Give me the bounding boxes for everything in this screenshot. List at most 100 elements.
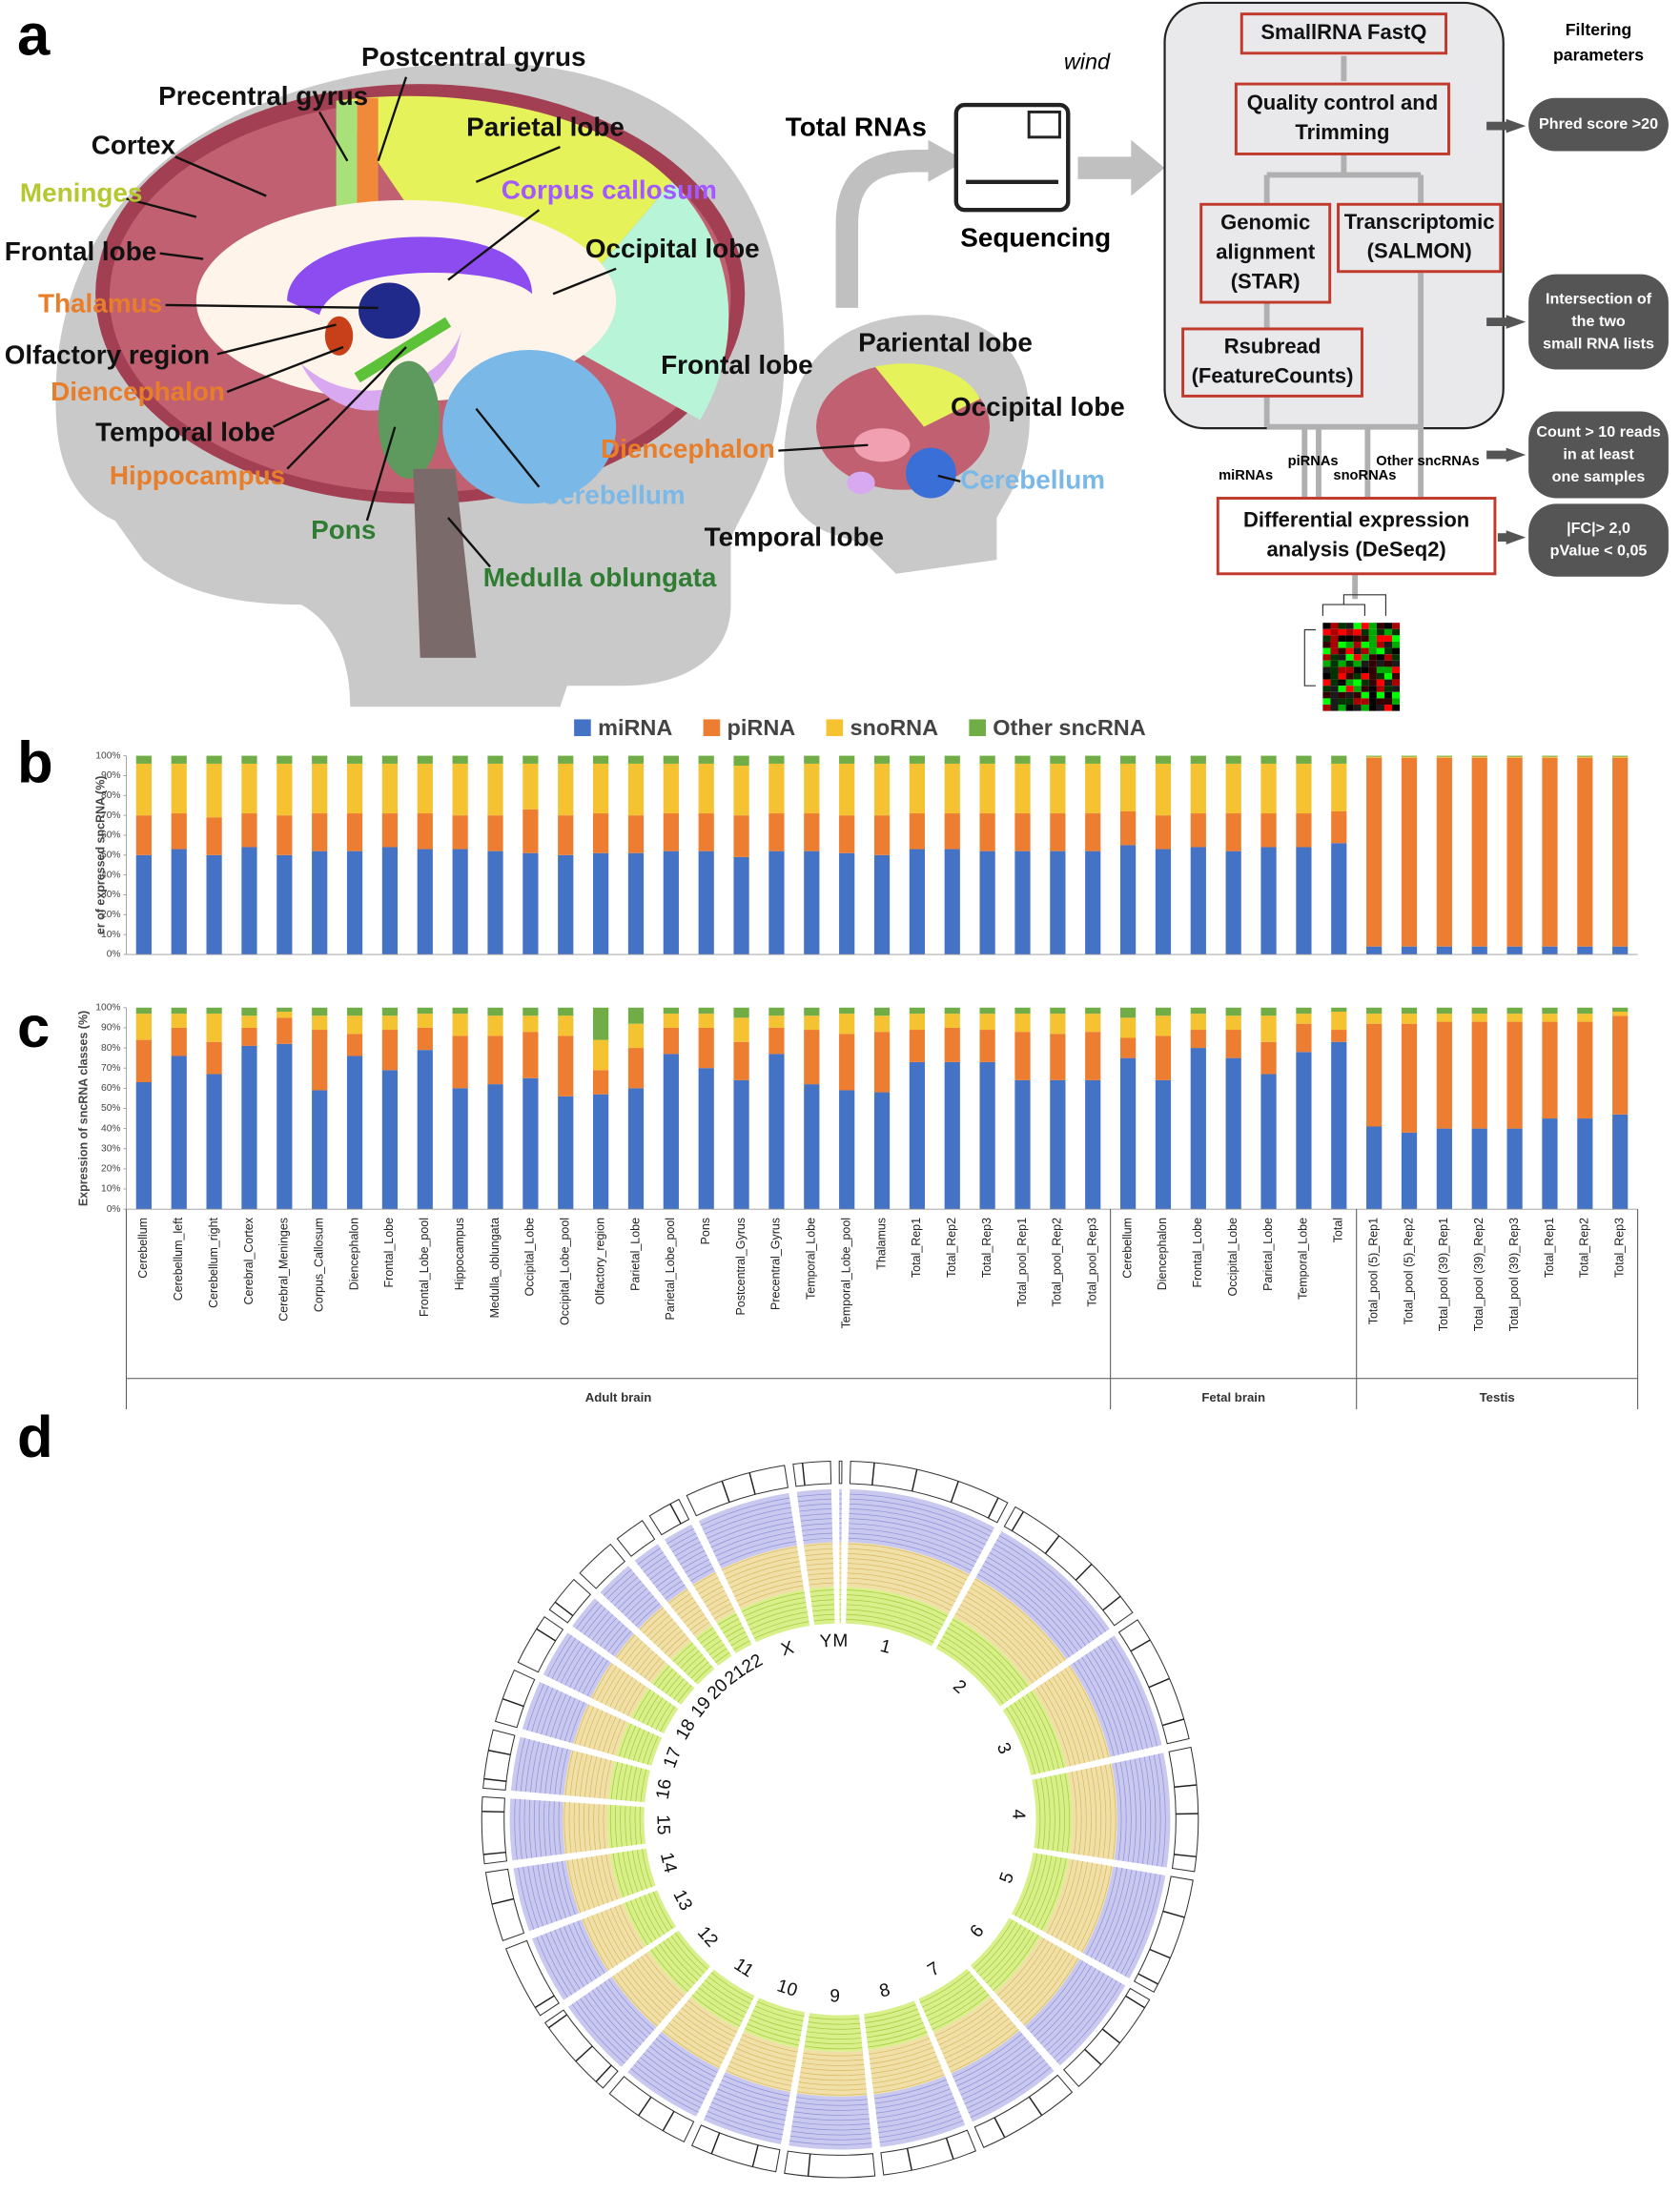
track-line — [813, 1618, 835, 1622]
track-line — [666, 1937, 702, 1978]
pons — [378, 360, 440, 479]
track-line — [587, 1992, 639, 2049]
track-line — [805, 2040, 863, 2045]
x-tick-label: Olfactory_region — [593, 1218, 606, 1305]
track-line — [742, 2034, 798, 2053]
region-label: Temporal lobe — [95, 417, 275, 446]
bar-segment — [135, 755, 152, 764]
ideogram — [548, 1578, 592, 1624]
track-line — [715, 2093, 787, 2116]
track-line — [637, 1691, 655, 1721]
track-line — [635, 1768, 643, 1802]
heatmap-cell — [1345, 679, 1354, 687]
track-line — [642, 1694, 660, 1724]
sequencer-screen — [1027, 110, 1061, 139]
heatmap-cell — [1368, 679, 1377, 687]
track-line — [637, 1547, 661, 1566]
track-line — [719, 1541, 797, 1566]
track-line — [584, 1708, 599, 1747]
bar-segment — [593, 813, 609, 853]
bar-segment — [733, 1007, 749, 1018]
leader-line — [318, 111, 349, 162]
heatmap-cell — [1368, 672, 1377, 680]
heatmap-cell — [1361, 666, 1369, 673]
track-line — [1030, 1691, 1064, 1768]
track-line — [701, 1586, 724, 1599]
track-line — [804, 1547, 833, 1551]
bar-segment — [1225, 1015, 1241, 1031]
track-line — [878, 2115, 962, 2139]
track-line — [621, 1764, 628, 1801]
track-line — [601, 1855, 614, 1901]
track-line — [596, 1987, 645, 2042]
track-line — [802, 1527, 832, 1531]
track-line — [609, 1804, 613, 1849]
x-tick-label: Temporal_Lobe — [805, 1218, 818, 1300]
bar-segment — [1014, 1032, 1031, 1080]
bar-segment — [839, 763, 855, 816]
bar-segment — [909, 813, 926, 850]
track-line — [698, 1987, 745, 2018]
heatmap-cell — [1368, 660, 1377, 667]
track-line — [723, 1622, 742, 1634]
track-line — [1080, 1770, 1087, 1855]
track-line — [589, 1756, 598, 1798]
track-line — [1119, 1761, 1127, 1861]
track-line — [584, 1803, 586, 1852]
bar-segment — [1577, 756, 1593, 758]
ideogram-band — [488, 1750, 511, 1756]
bar-segment — [1366, 1007, 1383, 1015]
workflow-step-text: (STAR) — [1231, 269, 1301, 293]
track-line — [849, 1518, 981, 1554]
region-label: Occipital lobe — [585, 234, 760, 263]
track-line — [871, 2051, 935, 2069]
track-line — [677, 1546, 703, 1561]
track-line — [644, 1895, 666, 1935]
leader-line — [447, 209, 541, 281]
x-tick-label: Total — [1332, 1218, 1345, 1242]
track-line — [689, 1617, 707, 1631]
heatmap-cell — [1376, 647, 1384, 655]
track-line — [1036, 1857, 1062, 1928]
bar-segment — [1401, 946, 1418, 955]
track-line — [982, 1565, 1078, 1652]
x-tick-label: Total_pool_Rep2 — [1051, 1218, 1064, 1307]
track-line — [1036, 1968, 1096, 2040]
track-line — [707, 1511, 792, 1539]
bar-segment — [346, 851, 363, 955]
track-line — [566, 1859, 582, 1914]
track-line — [874, 2083, 949, 2104]
track-line — [670, 1935, 705, 1974]
bar-segment — [1542, 1007, 1558, 1015]
track-line — [676, 1646, 697, 1666]
track-line — [545, 1691, 563, 1736]
track-line — [848, 1547, 968, 1581]
bar-segment — [873, 1092, 891, 1210]
chromosome-label: 16 — [653, 1777, 676, 1800]
leader-line — [552, 267, 617, 296]
track-line — [924, 1978, 976, 2013]
bar-segment — [1542, 946, 1558, 955]
track — [563, 1750, 616, 1799]
bar-segment — [346, 1007, 363, 1016]
bar-segment — [839, 1007, 855, 1015]
heatmap-cell — [1361, 623, 1369, 629]
bar-segment — [593, 763, 609, 814]
track-line — [1059, 1773, 1065, 1853]
heatmap-cell — [1383, 641, 1393, 648]
bar-segment — [171, 1014, 187, 1028]
heatmap-cell — [1353, 628, 1362, 636]
region-label: Frontal lobe — [5, 236, 157, 266]
bar-segment — [206, 1007, 222, 1015]
heatmap-cell — [1361, 679, 1369, 687]
track-line — [729, 1566, 801, 1588]
bar-segment — [1014, 1014, 1031, 1033]
y-tick-label: 70% — [101, 1063, 121, 1074]
heatmap-cell — [1361, 691, 1369, 699]
filter-text: Intersection of — [1546, 290, 1652, 307]
track-line — [922, 1975, 973, 2008]
track-line — [662, 2030, 721, 2068]
track-line — [869, 2038, 931, 2055]
filtering-title: parameters — [1553, 45, 1644, 64]
track-line — [668, 2022, 725, 2060]
